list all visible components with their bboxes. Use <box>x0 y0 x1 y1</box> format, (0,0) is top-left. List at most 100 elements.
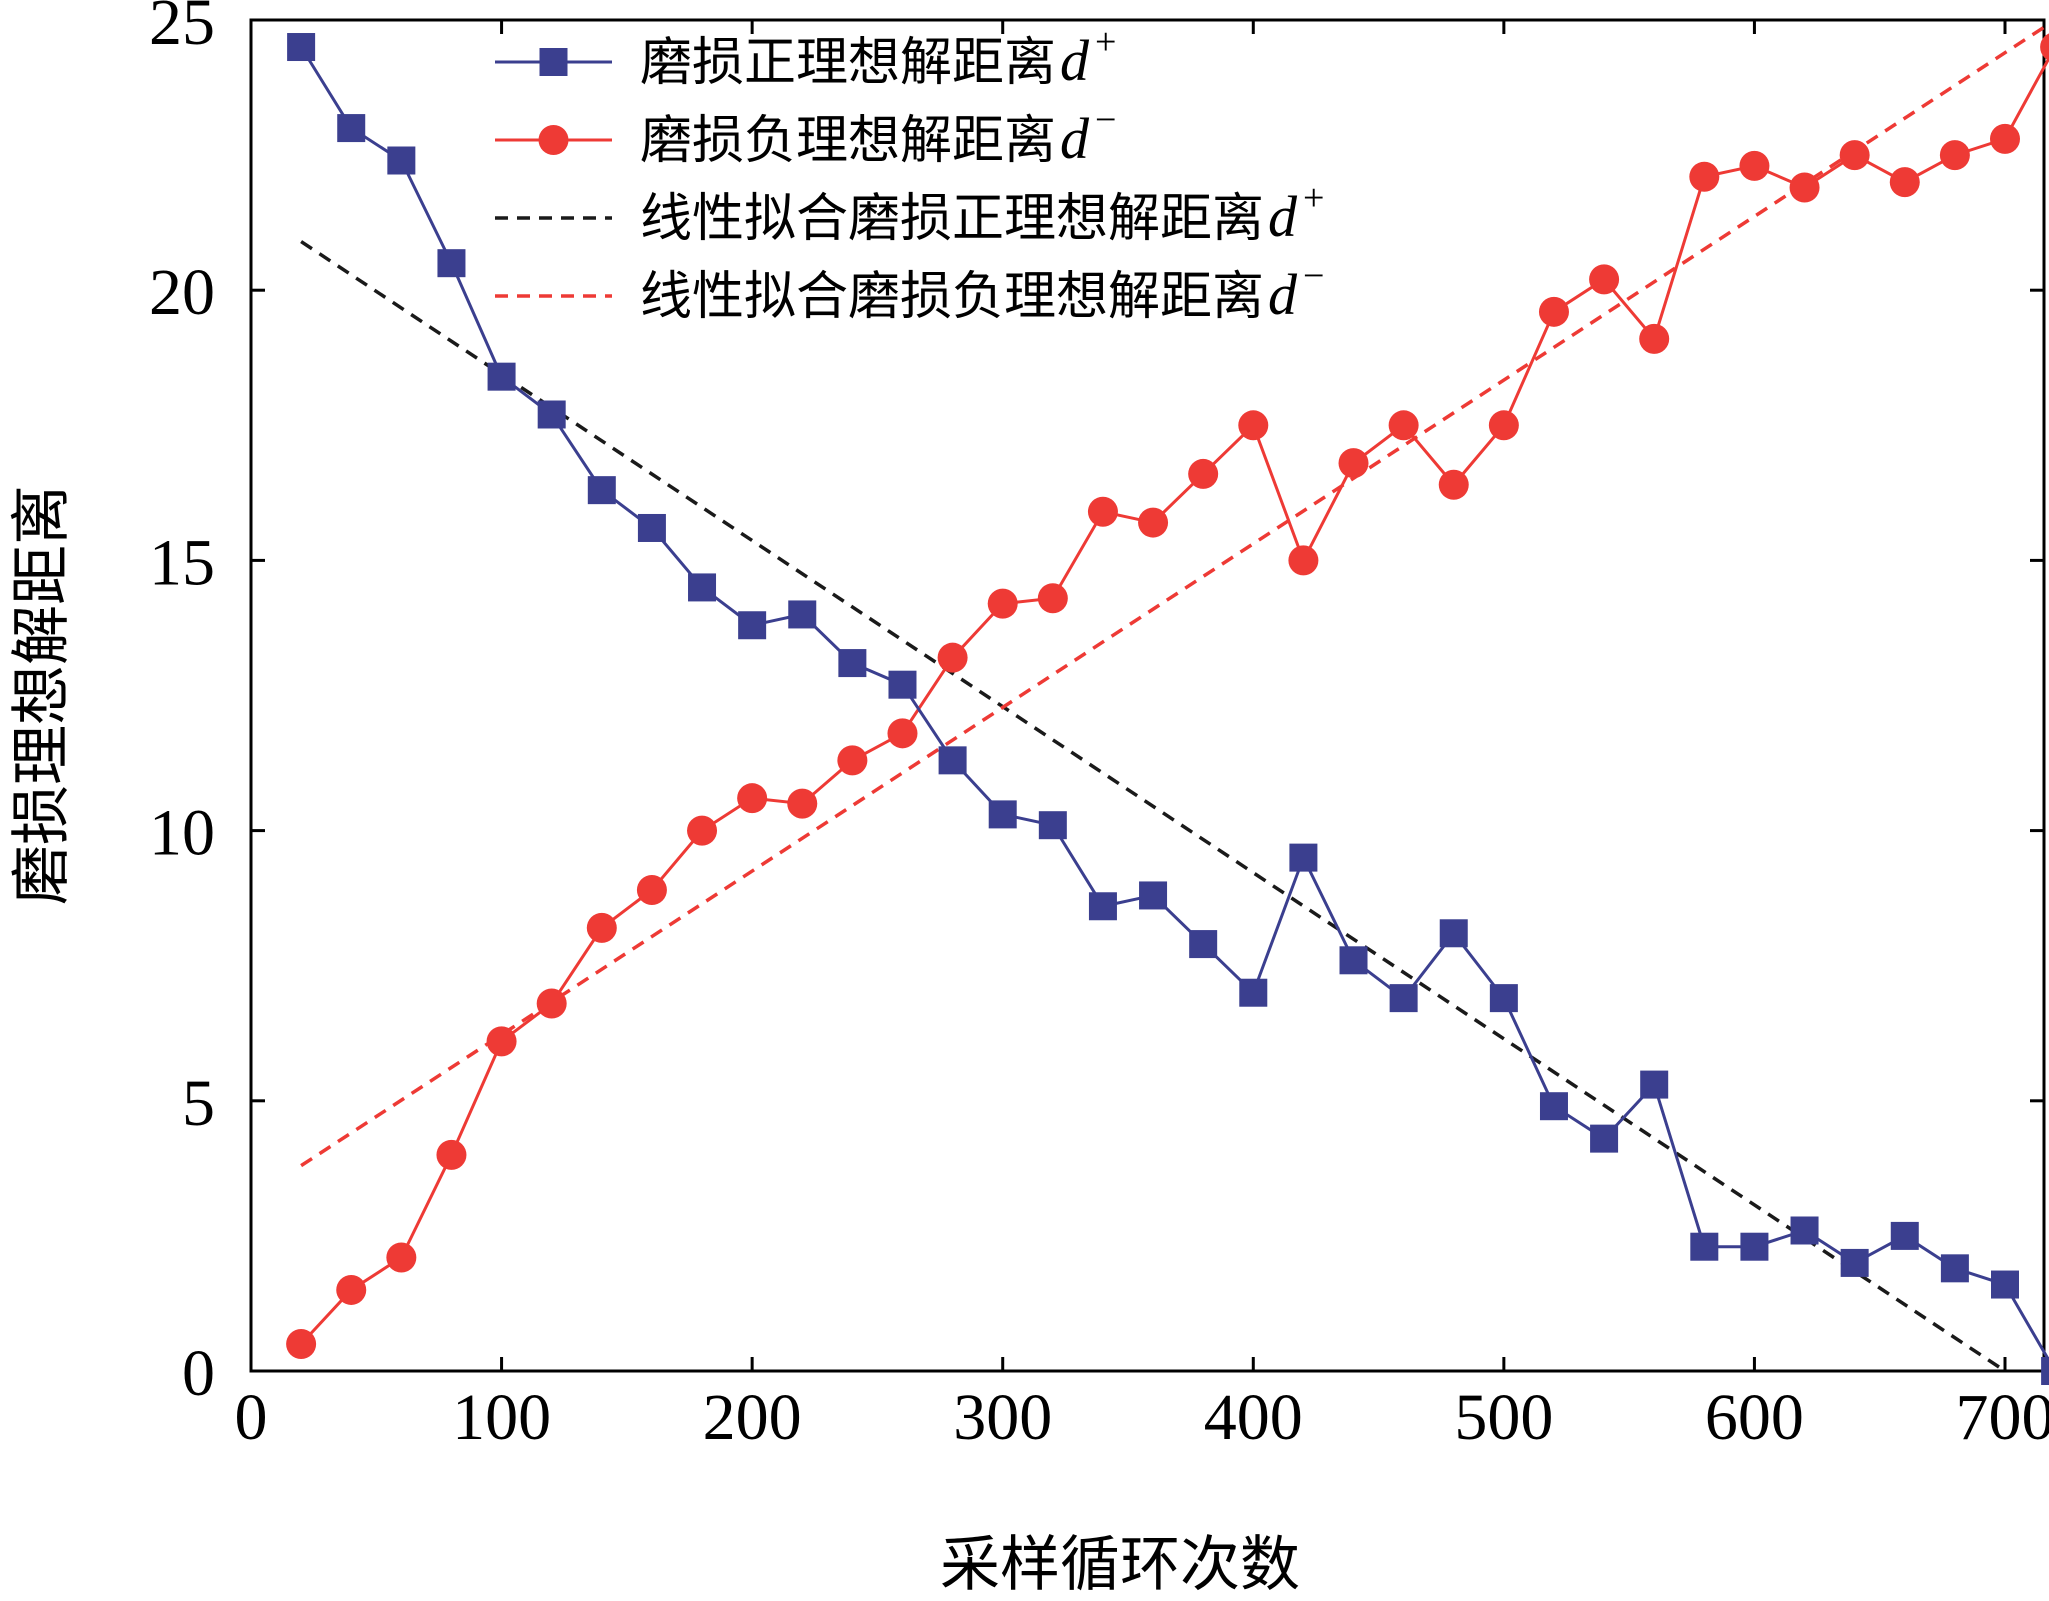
data-point-positive <box>738 611 767 640</box>
data-point-negative <box>386 1242 417 1273</box>
legend-marker-circle <box>538 125 569 155</box>
x-tick-label: 400 <box>1204 1381 1303 1454</box>
x-tick-label: 500 <box>1454 1381 1553 1454</box>
y-tick-label: 20 <box>149 256 215 329</box>
plot-frame <box>249 18 2046 1373</box>
x-tick-label: 0 <box>235 1381 268 1454</box>
data-point-negative <box>937 642 968 673</box>
data-point-negative <box>1388 410 1419 441</box>
data-point-positive <box>988 800 1017 829</box>
data-point-negative <box>737 783 768 814</box>
fit-line-negative <box>300 21 2049 1168</box>
data-point-negative <box>1037 583 1068 614</box>
x-tick-label: 300 <box>953 1381 1052 1454</box>
data-point-negative <box>1689 161 1720 192</box>
series-layer <box>286 21 2049 1385</box>
data-point-positive <box>1940 1254 1969 1283</box>
data-point-positive <box>1539 1092 1568 1121</box>
legend-label: 磨损负理想解距离d − <box>640 99 1116 171</box>
y-tick-label: 25 <box>149 0 215 59</box>
data-point-positive <box>1489 984 1518 1013</box>
data-point-positive <box>688 573 717 602</box>
x-tick-label: 200 <box>703 1381 802 1454</box>
data-point-positive <box>2041 1357 2049 1385</box>
data-point-negative <box>636 875 667 906</box>
data-point-negative <box>1087 496 1118 527</box>
data-point-negative <box>1288 545 1319 576</box>
data-point-negative <box>436 1139 467 1170</box>
data-point-negative <box>536 988 567 1019</box>
data-point-positive <box>1590 1124 1619 1153</box>
data-point-negative <box>1188 458 1219 489</box>
data-point-negative <box>1589 264 1620 295</box>
data-point-negative <box>1488 410 1519 441</box>
data-point-negative <box>1939 140 1970 171</box>
data-point-negative <box>2040 33 2049 61</box>
data-point-positive <box>1339 946 1368 975</box>
data-point-negative <box>1739 150 1770 181</box>
fit-line-positive <box>300 240 2006 1373</box>
data-point-negative <box>1639 323 1670 354</box>
y-tick-labels: 0 5 10 15 20 25 <box>149 0 215 1410</box>
y-tick-label: 15 <box>149 526 215 599</box>
data-point-positive <box>1038 811 1067 840</box>
data-point-positive <box>1189 930 1218 959</box>
data-point-positive <box>587 476 616 505</box>
axis-ticks <box>249 18 2044 1373</box>
x-tick-label: 100 <box>452 1381 551 1454</box>
data-point-negative <box>1889 167 1920 198</box>
data-point-positive <box>1840 1248 1869 1277</box>
data-point-positive <box>337 114 366 143</box>
data-point-positive <box>1690 1232 1719 1261</box>
data-point-negative <box>1990 123 2020 154</box>
data-point-negative <box>586 912 617 943</box>
x-tick-labels: 0 100 200 300 400 500 600 700 <box>235 1381 2049 1454</box>
data-point-positive <box>938 746 967 775</box>
y-tick-label: 10 <box>149 797 215 870</box>
data-point-positive <box>637 513 666 542</box>
data-point-positive <box>1389 984 1418 1013</box>
data-point-negative <box>837 745 868 776</box>
data-point-negative <box>1839 140 1870 171</box>
data-point-positive <box>888 670 917 699</box>
legend: 磨损正理想解距离d +磨损负理想解距离d −线性拟合磨损正理想解距离d +线性拟合磨损… <box>495 21 1324 327</box>
data-point-positive <box>1439 919 1468 948</box>
data-point-negative <box>1238 410 1269 441</box>
legend-label: 线性拟合磨损正理想解距离d + <box>640 177 1324 249</box>
legend-marker-square <box>539 48 568 76</box>
data-point-negative <box>486 1026 517 1057</box>
x-tick-label: 600 <box>1705 1381 1804 1454</box>
data-point-positive <box>537 400 566 429</box>
data-point-negative <box>336 1274 367 1305</box>
data-point-negative <box>787 788 818 819</box>
data-point-positive <box>1991 1270 2019 1299</box>
data-point-negative <box>286 1328 317 1359</box>
data-point-negative <box>1438 469 1469 500</box>
data-point-positive <box>387 146 416 175</box>
data-point-positive <box>1640 1070 1669 1099</box>
data-point-negative <box>1789 172 1820 203</box>
data-point-positive <box>437 249 466 278</box>
data-point-negative <box>987 588 1018 619</box>
data-point-negative <box>887 718 918 749</box>
data-point-negative <box>687 815 718 846</box>
legend-label: 线性拟合磨损负理想解距离d − <box>640 255 1324 327</box>
x-axis-label: 采样循环次数 <box>940 1530 1300 1600</box>
data-point-negative <box>1338 448 1369 479</box>
data-point-positive <box>1088 892 1117 921</box>
data-point-positive <box>1139 881 1168 910</box>
y-axis-label: 磨损理想解距离 <box>7 485 77 905</box>
y-tick-label: 0 <box>182 1337 215 1410</box>
data-point-positive <box>1289 843 1318 872</box>
data-point-positive <box>287 33 316 62</box>
data-point-negative <box>1538 296 1569 327</box>
legend-label: 磨损正理想解距离d + <box>640 21 1116 93</box>
data-point-positive <box>1890 1221 1919 1250</box>
data-point-positive <box>788 600 817 629</box>
y-tick-label: 5 <box>182 1067 215 1140</box>
x-tick-label: 700 <box>1956 1381 2049 1454</box>
data-point-negative <box>1138 507 1169 538</box>
data-point-positive <box>838 649 867 678</box>
data-point-positive <box>1239 978 1268 1007</box>
